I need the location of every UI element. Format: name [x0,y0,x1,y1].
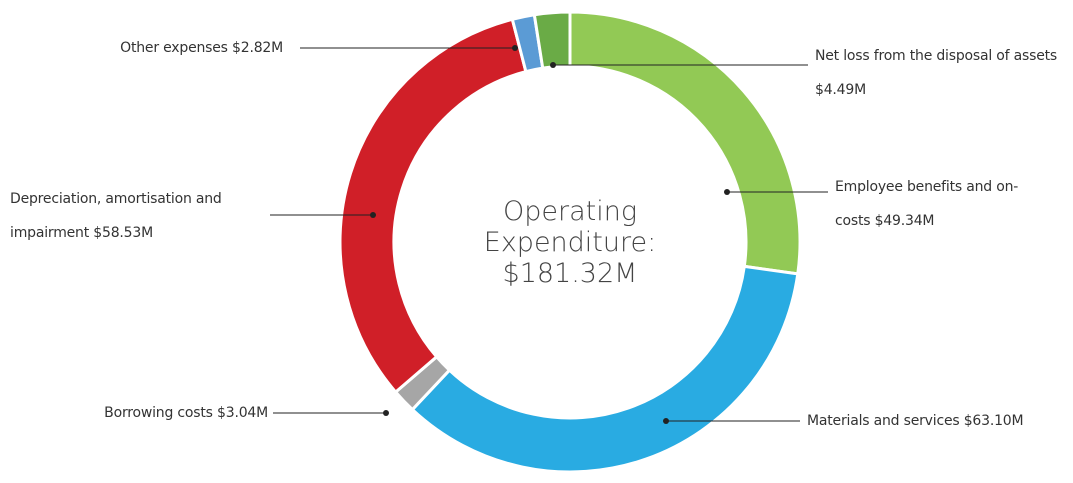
leader-dot [370,212,376,218]
total-label: $181.32M [502,258,638,289]
slice-label: Employee benefits and on-costs $49.34M [835,170,1050,238]
category-label: Net loss from the disposal of assets [815,48,1058,64]
center-label: Operating Expenditure: [483,196,657,258]
value-label: $58.53M [93,225,153,241]
value-label: $3.04M [217,405,268,421]
category-label: Materials and services [807,413,960,429]
leader-dot [383,410,389,416]
value-label: $49.34M [874,213,935,229]
donut-segment [532,10,572,70]
slice-label: Materials and services $63.10M [807,404,1073,438]
slice-label: Depreciation, amortisation and impairmen… [10,182,280,250]
center-text: Operating Expenditure: $181.32M [440,196,700,289]
donut-segment [410,264,800,474]
category-label: Borrowing costs [104,405,213,421]
category-label: Employee benefits and on-costs [835,179,1019,229]
category-label: Other expenses [120,40,228,56]
leader-dot [550,62,556,68]
slice-label: Borrowing costs $3.04M [8,396,268,430]
category-label: Depreciation, amortisation and impairmen… [10,191,222,241]
leader-dot [724,189,730,195]
slice-label: Other expenses $2.82M [23,31,283,65]
value-label: $4.49M [815,82,866,98]
value-label: $2.82M [232,40,283,56]
slice-label: Net loss from the disposal of assets $4.… [815,39,1065,107]
leader-dot [663,418,669,424]
value-label: $63.10M [963,413,1024,429]
leader-dot [512,45,518,51]
